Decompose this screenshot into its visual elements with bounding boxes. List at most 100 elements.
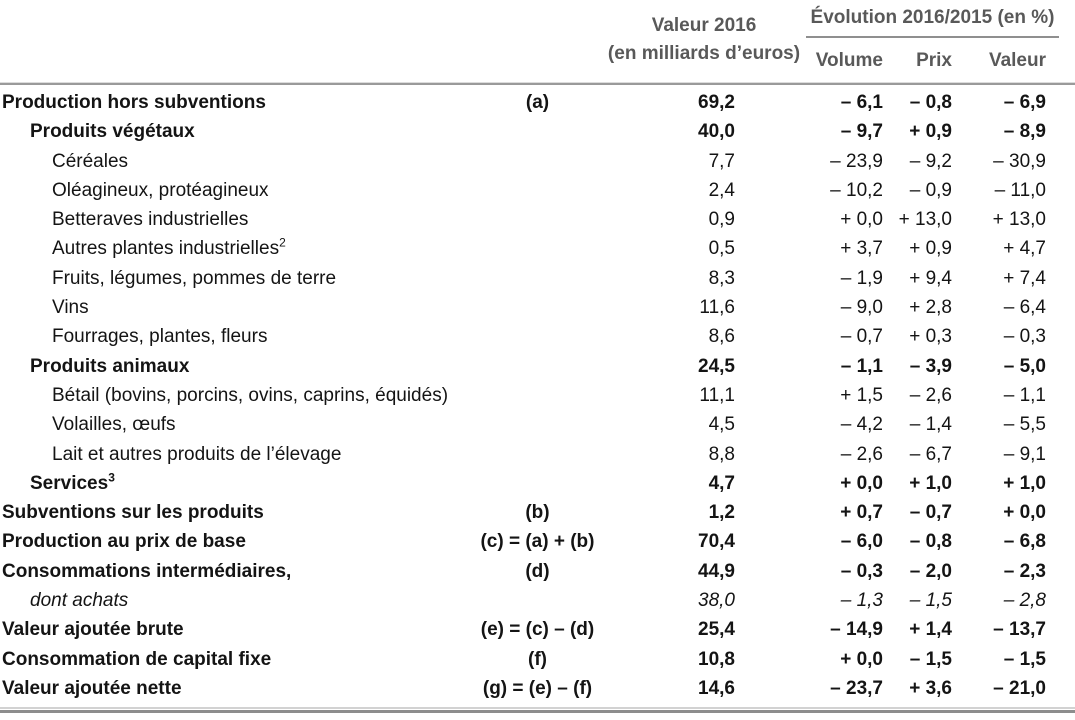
cell-evolution-valeur: – 21,0 <box>993 677 1046 699</box>
row-label: Consommations intermédiaires, <box>2 560 292 582</box>
cell-value-2016: 40,0 <box>698 121 735 143</box>
cell-evolution-valeur: – 2,3 <box>1003 560 1046 582</box>
cell-evolution-valeur: + 1,0 <box>1003 472 1046 494</box>
cell-value-2016: 38,0 <box>698 590 735 612</box>
evolution-group-title: Évolution 2016/2015 (en %) <box>806 5 1059 38</box>
cell-evolution-volume: + 3,7 <box>840 238 883 260</box>
cell-evolution-valeur: – 1,1 <box>1003 384 1046 406</box>
evolution-group-header: Évolution 2016/2015 (en %) <box>806 5 1059 38</box>
cell-evolution-valeur: – 5,5 <box>1003 414 1046 436</box>
row-label: Volailles, œufs <box>52 414 176 436</box>
cell-evolution-volume: + 0,0 <box>840 209 883 231</box>
value-2016-header-line1: Valeur 2016 <box>651 15 757 36</box>
row-label: Valeur ajoutée nette <box>2 677 182 699</box>
table-header: Valeur 2016 (en milliards d’euros) Évolu… <box>0 0 1075 82</box>
cell-value-2016: 25,4 <box>698 619 735 641</box>
cell-evolution-volume: – 6,1 <box>840 92 883 113</box>
cell-evolution-valeur: + 13,0 <box>992 209 1046 231</box>
cell-evolution-volume: – 0,3 <box>840 560 883 582</box>
cell-evolution-prix: – 6,7 <box>909 443 952 465</box>
cell-evolution-volume: – 23,9 <box>830 150 883 172</box>
table-row: Volailles, œufs 4,5 – 4,2 – 1,4 – 5,5 <box>0 410 1075 439</box>
cell-value-2016: 11,6 <box>699 297 735 319</box>
row-label: Consommation de capital fixe <box>2 648 272 670</box>
table-row: Fourrages, plantes, fleurs 8,6 – 0,7 + 0… <box>0 322 1075 351</box>
cell-evolution-valeur: – 13,7 <box>993 619 1046 641</box>
cell-evolution-volume: – 14,9 <box>830 619 883 641</box>
bottom-rule-dark <box>0 710 1075 714</box>
row-label: Betteraves industrielles <box>52 209 249 231</box>
table-row: Valeur ajoutée nette (g) = (e) – (f) 14,… <box>0 674 1075 703</box>
cell-evolution-volume: – 1,1 <box>840 355 883 377</box>
cell-value-2016: 8,6 <box>708 326 735 348</box>
row-label: Vins <box>52 297 89 319</box>
table-row: Subventions sur les produits (b) 1,2 + 0… <box>0 498 1075 527</box>
row-label: Lait et autres produits de l’élevage <box>52 443 342 465</box>
row-label: Produits animaux <box>30 355 190 377</box>
table-row: Produits animaux 24,5 – 1,1 – 3,9 – 5,0 <box>0 352 1075 381</box>
table-row: Consommation de capital fixe (f) 10,8 + … <box>0 645 1075 674</box>
col-header-valeur: Valeur <box>988 50 1046 71</box>
row-code: (e) = (c) – (d) <box>480 619 595 641</box>
cell-evolution-volume: + 0,0 <box>840 648 883 670</box>
row-code: (b) <box>525 502 550 524</box>
cell-evolution-prix: + 9,4 <box>909 267 952 289</box>
cell-evolution-volume: – 1,9 <box>840 267 883 289</box>
row-label: Céréales <box>52 150 129 172</box>
cell-evolution-prix: + 1,4 <box>909 619 952 641</box>
cell-evolution-prix: + 0,9 <box>909 238 952 260</box>
cell-evolution-volume: – 10,2 <box>830 179 883 201</box>
cell-evolution-volume: + 0,0 <box>840 472 883 494</box>
row-label: Fourrages, plantes, fleurs <box>52 326 268 348</box>
cell-evolution-volume: – 23,7 <box>830 677 883 699</box>
cell-evolution-volume: – 9,7 <box>840 121 883 143</box>
cell-value-2016: 2,4 <box>708 179 735 201</box>
cell-evolution-prix: – 0,7 <box>909 502 952 524</box>
cell-evolution-volume: + 1,5 <box>840 384 883 406</box>
cell-value-2016: 4,7 <box>708 472 735 494</box>
cell-evolution-prix: + 13,0 <box>898 209 952 231</box>
cell-value-2016: 8,3 <box>708 267 735 289</box>
cell-evolution-volume: – 4,2 <box>840 414 883 436</box>
cell-evolution-valeur: + 4,7 <box>1003 238 1046 260</box>
cell-evolution-valeur: – 8,9 <box>1003 121 1046 143</box>
cell-evolution-prix: – 2,0 <box>909 560 952 582</box>
row-label: Valeur ajoutée brute <box>2 619 184 641</box>
col-header-volume: Volume <box>815 50 883 71</box>
footnote-marker: 3 <box>108 470 115 485</box>
row-code: (f) <box>528 648 547 670</box>
table-row: Lait et autres produits de l’élevage 8,8… <box>0 440 1075 469</box>
cell-value-2016: 1,2 <box>708 502 735 524</box>
cell-evolution-valeur: – 1,5 <box>1003 648 1046 670</box>
row-label: Services3 <box>30 470 115 494</box>
table-body: Production hors subventions (a) 69,2 – 6… <box>0 85 1075 703</box>
cell-evolution-volume: – 0,7 <box>840 326 883 348</box>
cell-value-2016: 10,8 <box>698 648 735 670</box>
value-2016-column-header: Valeur 2016 (en milliards d’euros) <box>565 12 843 68</box>
cell-evolution-prix: – 3,9 <box>909 355 952 377</box>
cell-evolution-volume: – 1,3 <box>840 590 883 612</box>
row-label: Production hors subventions <box>2 92 266 113</box>
row-label: Production au prix de base <box>2 531 246 553</box>
header-separator-rule <box>0 82 1075 85</box>
cell-evolution-valeur: – 2,8 <box>1003 590 1046 612</box>
cell-evolution-prix: – 9,2 <box>909 150 952 172</box>
cell-value-2016: 24,5 <box>698 355 735 377</box>
cell-evolution-valeur: – 9,1 <box>1003 443 1046 465</box>
cell-evolution-valeur: – 30,9 <box>993 150 1046 172</box>
cell-value-2016: 69,2 <box>698 92 735 113</box>
cell-evolution-prix: + 0,9 <box>909 121 952 143</box>
cell-value-2016: 11,1 <box>699 384 735 406</box>
row-code: (a) <box>525 92 550 113</box>
cell-evolution-volume: – 2,6 <box>840 443 883 465</box>
row-code: (d) <box>525 560 550 582</box>
cell-evolution-prix: – 1,5 <box>909 648 952 670</box>
cell-evolution-volume: – 9,0 <box>840 297 883 319</box>
cell-evolution-prix: – 1,5 <box>909 590 952 612</box>
bottom-rule-light <box>0 707 1075 710</box>
cell-evolution-prix: + 3,6 <box>909 677 952 699</box>
cell-evolution-prix: – 2,6 <box>909 384 952 406</box>
cell-value-2016: 44,9 <box>698 560 735 582</box>
table-bottom-rule <box>0 707 1075 714</box>
